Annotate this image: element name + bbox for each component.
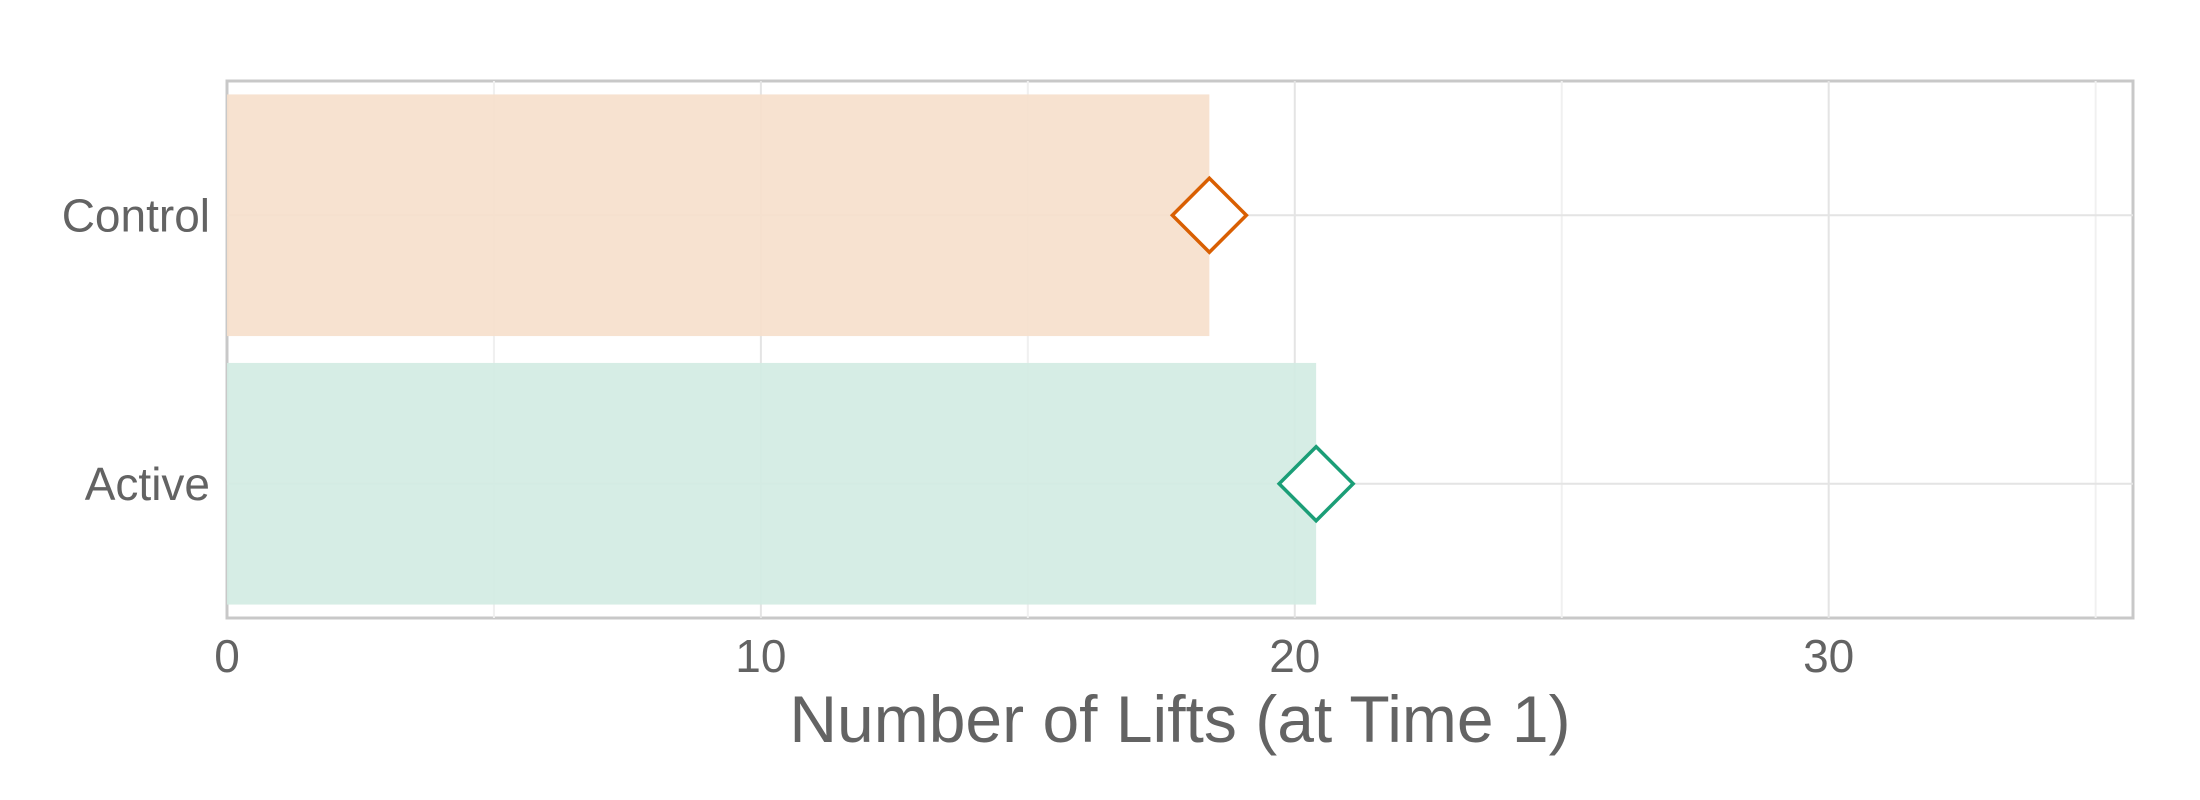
y-tick-label-active: Active [85, 458, 210, 510]
bar-active [227, 362, 1317, 605]
mean-marker-active [1276, 444, 1356, 524]
y-tick-label-control: Control [62, 189, 210, 241]
bar-control [227, 94, 1210, 337]
x-tick-labels: 0 10 20 30 [214, 630, 1854, 682]
y-tick-labels: Control Active [62, 189, 210, 510]
mean-markers [1169, 175, 1356, 524]
x-tick-label: 20 [1269, 630, 1320, 682]
x-axis-title: Number of Lifts (at Time 1) [789, 682, 1570, 756]
x-tick-label: 0 [214, 630, 240, 682]
mean-marker-control [1169, 175, 1249, 255]
bars [227, 94, 1317, 605]
x-tick-label: 10 [735, 630, 786, 682]
x-tick-label: 30 [1803, 630, 1854, 682]
